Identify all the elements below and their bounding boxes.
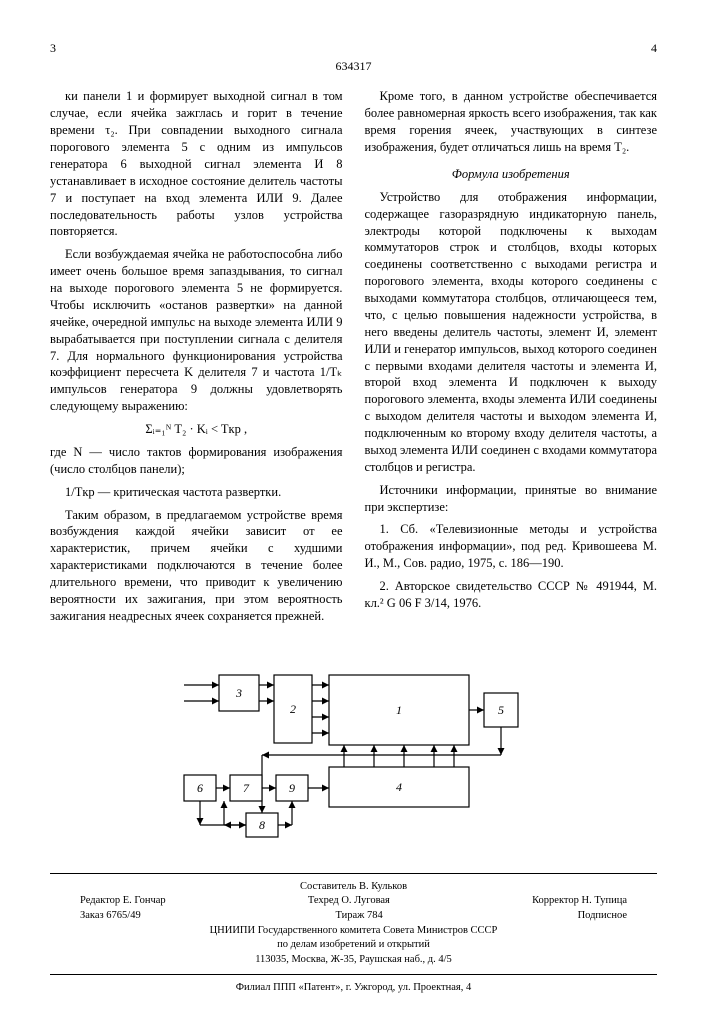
left-p1: ки панели 1 и формирует выходной сигнал …: [50, 88, 343, 240]
patent-number: 634317: [50, 58, 657, 74]
svg-text:1: 1: [396, 703, 402, 717]
svg-text:8: 8: [259, 818, 265, 832]
footer-addr1: 113035, Москва, Ж-35, Раушская наб., д. …: [50, 953, 657, 968]
diagram-svg: 3 2 1 5 6 7 9 4 8: [164, 655, 544, 845]
footer-editor: Редактор Е. Гончар: [80, 894, 166, 909]
svg-text:3: 3: [235, 686, 242, 700]
footer-addr2: Филиал ППП «Патент», г. Ужгород, ул. Про…: [50, 981, 657, 996]
footer-tirazh: Тираж 784: [335, 909, 382, 924]
footer-podpisnoe: Подписное: [578, 909, 627, 924]
block-diagram: 3 2 1 5 6 7 9 4 8: [50, 655, 657, 845]
left-p2: Если возбуждаемая ячейка не работоспособ…: [50, 246, 343, 415]
claims-title: Формула изобретения: [365, 166, 658, 183]
text-columns: ки панели 1 и формирует выходной сигнал …: [50, 88, 657, 630]
header-pagenums: 3 4: [50, 40, 657, 56]
footer-org1: ЦНИИПИ Государственного комитета Совета …: [50, 924, 657, 939]
footer-compiler: Составитель В. Кульков: [50, 880, 657, 895]
right-p2: Устройство для отображения информации, с…: [365, 189, 658, 476]
page-left: 3: [50, 40, 56, 56]
right-p5: 2. Авторское свидетельство СССР № 491944…: [365, 578, 658, 612]
footer-org2: по делам изобретений и открытий: [50, 938, 657, 953]
page-right: 4: [651, 40, 657, 56]
svg-text:2: 2: [290, 702, 296, 716]
left-p5: Таким образом, в предлагаемом устройстве…: [50, 507, 343, 625]
right-p3: Источники информации, принятые во вниман…: [365, 482, 658, 516]
right-column: Кроме того, в данном устройстве обеспечи…: [365, 88, 658, 630]
footer-techred: Техред О. Луговая: [308, 894, 390, 909]
footer: Составитель В. Кульков Редактор Е. Гонча…: [50, 873, 657, 996]
footer-order: Заказ 6765/49: [80, 909, 141, 924]
svg-text:9: 9: [289, 781, 295, 795]
formula: Σᵢ₌₁ᴺ T₂ · Kᵢ < Tкр ,: [50, 421, 343, 438]
footer-corrector: Корректор Н. Тупица: [532, 894, 627, 909]
right-p4: 1. Сб. «Телевизионные методы и устройств…: [365, 521, 658, 572]
svg-text:5: 5: [498, 703, 504, 717]
svg-text:4: 4: [396, 780, 402, 794]
left-p3: где N — число тактов формирования изобра…: [50, 444, 343, 478]
left-p4: 1/Tкр — критическая частота развертки.: [50, 484, 343, 501]
right-p1: Кроме того, в данном устройстве обеспечи…: [365, 88, 658, 156]
svg-text:7: 7: [243, 781, 250, 795]
svg-text:6: 6: [197, 781, 203, 795]
left-column: ки панели 1 и формирует выходной сигнал …: [50, 88, 343, 630]
